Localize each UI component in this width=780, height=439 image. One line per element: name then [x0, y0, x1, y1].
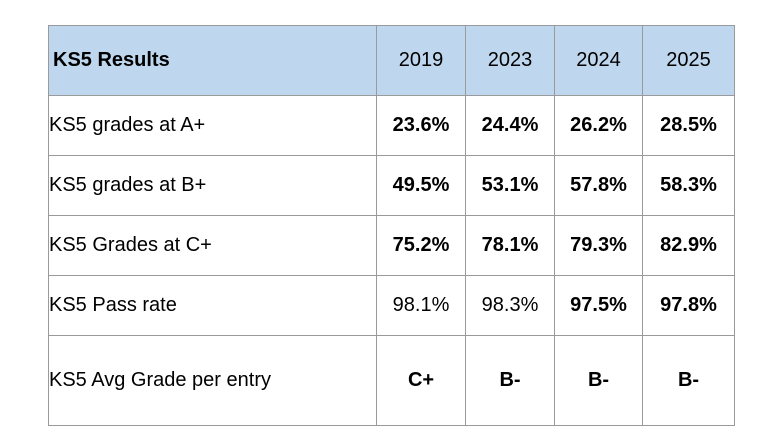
table-row: KS5 grades at A+ 23.6% 24.4% 26.2% 28.5%	[48, 95, 735, 156]
table-cell: 57.8%	[554, 155, 643, 216]
table-cell: B-	[465, 335, 555, 426]
year-header-2023: 2023	[465, 25, 555, 96]
table-cell: 49.5%	[376, 155, 466, 216]
table-cell: 75.2%	[376, 215, 466, 276]
ks5-results-table: KS5 Results 2019 2023 2024 2025 KS5 grad…	[48, 25, 735, 426]
year-header-2024: 2024	[554, 25, 643, 96]
table-cell: 58.3%	[642, 155, 735, 216]
table-cell: 26.2%	[554, 95, 643, 156]
table-row: KS5 grades at B+ 49.5% 53.1% 57.8% 58.3%	[48, 155, 735, 216]
year-header-2019: 2019	[376, 25, 466, 96]
table-cell: 97.8%	[642, 275, 735, 336]
row-label: KS5 grades at A+	[48, 95, 377, 156]
table-cell: C+	[376, 335, 466, 426]
table-cell: 82.9%	[642, 215, 735, 276]
header-row: KS5 Results 2019 2023 2024 2025	[48, 25, 735, 96]
table-cell: 28.5%	[642, 95, 735, 156]
table-cell: 23.6%	[376, 95, 466, 156]
table-row: KS5 Avg Grade per entry C+ B- B- B-	[48, 335, 735, 426]
table-cell: 97.5%	[554, 275, 643, 336]
table-row: KS5 Pass rate 98.1% 98.3% 97.5% 97.8%	[48, 275, 735, 336]
row-label: KS5 Grades at C+	[48, 215, 377, 276]
table-title: KS5 Results	[48, 25, 377, 96]
table-cell: 98.1%	[376, 275, 466, 336]
table-cell: 78.1%	[465, 215, 555, 276]
table-cell: 24.4%	[465, 95, 555, 156]
row-label: KS5 Pass rate	[48, 275, 377, 336]
row-label: KS5 grades at B+	[48, 155, 377, 216]
table-cell: B-	[642, 335, 735, 426]
table-row: KS5 Grades at C+ 75.2% 78.1% 79.3% 82.9%	[48, 215, 735, 276]
table-cell: 79.3%	[554, 215, 643, 276]
table-cell: 98.3%	[465, 275, 555, 336]
row-label: KS5 Avg Grade per entry	[48, 335, 377, 426]
year-header-2025: 2025	[642, 25, 735, 96]
table-cell: 53.1%	[465, 155, 555, 216]
table-cell: B-	[554, 335, 643, 426]
